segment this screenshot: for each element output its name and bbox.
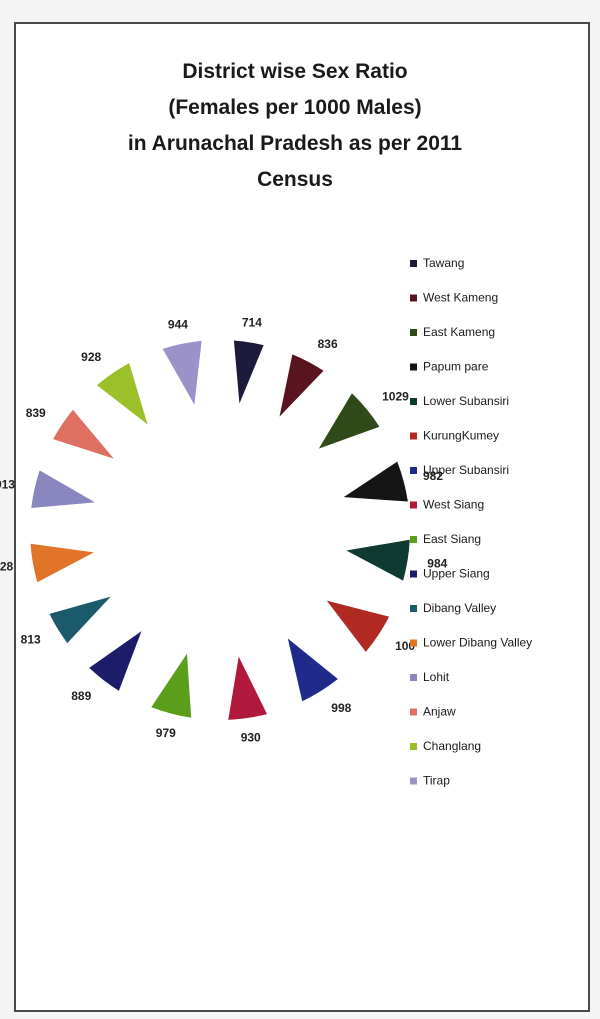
legend-label: Tirap bbox=[423, 774, 450, 788]
pie-slice-papum-pare bbox=[343, 461, 408, 502]
pie-slice-upper-subansiri bbox=[287, 638, 338, 702]
legend-label: East Kameng bbox=[423, 325, 495, 339]
legend-swatch bbox=[410, 363, 417, 371]
legend-swatch bbox=[410, 570, 417, 578]
data-label: 813 bbox=[21, 632, 41, 646]
pie-slice-changlang bbox=[96, 363, 148, 425]
legend-label: East Siang bbox=[423, 532, 481, 546]
data-label: 714 bbox=[242, 315, 262, 329]
legend-swatch bbox=[410, 260, 417, 267]
legend-swatch bbox=[410, 432, 417, 440]
legend-label: Lohit bbox=[423, 670, 450, 684]
legend-label: Changlang bbox=[423, 739, 481, 753]
legend-swatch bbox=[410, 743, 417, 750]
data-label: 982 bbox=[423, 469, 443, 483]
legend-label: Papum pare bbox=[423, 360, 489, 374]
pie-slice-west-kameng bbox=[279, 354, 324, 417]
legend-swatch bbox=[410, 708, 417, 716]
chart-frame bbox=[14, 22, 590, 1012]
chart-title-line-4: Census bbox=[257, 168, 333, 191]
legend-label: KurungKumey bbox=[423, 429, 499, 443]
data-label: 944 bbox=[168, 317, 188, 331]
legend-label: Upper Siang bbox=[423, 567, 490, 581]
data-label: 928 bbox=[0, 560, 14, 574]
chart-title-line-2: (Females per 1000 Males) bbox=[168, 96, 422, 119]
legend: Tawang West Kameng East Kameng Papum pare Lo… bbox=[410, 256, 532, 788]
data-label: 998 bbox=[331, 701, 351, 715]
pie-slice-lower-dibang-valley bbox=[30, 543, 94, 583]
pie-slice-lohit bbox=[31, 470, 96, 508]
chart-title-line-3: in Arunachal Pradesh as per 2011 bbox=[127, 132, 463, 155]
pie-slice-upper-siang bbox=[89, 631, 142, 691]
legend-label: West Siang bbox=[423, 498, 484, 512]
data-label: 984 bbox=[427, 557, 447, 571]
chart-title: District wise Sex Ratio (Females per 100… bbox=[60, 54, 530, 198]
legend-label: West Kameng bbox=[423, 291, 498, 305]
legend-label: Upper Subansiri bbox=[423, 463, 509, 477]
pie-slice-dibang-valley bbox=[49, 596, 111, 644]
pie-slice-tirap bbox=[162, 340, 202, 405]
legend-swatch bbox=[410, 777, 417, 785]
pie-slices bbox=[30, 340, 410, 720]
legend-swatch bbox=[410, 639, 417, 647]
legend-swatch bbox=[410, 398, 417, 405]
data-label: 836 bbox=[318, 337, 338, 351]
data-label: 979 bbox=[156, 726, 176, 740]
pie-slice-east-kameng bbox=[318, 393, 380, 449]
legend-swatch bbox=[410, 467, 417, 474]
data-label: 930 bbox=[241, 731, 261, 745]
data-label: 839 bbox=[26, 406, 46, 420]
legend-label: Lower Subansiri bbox=[423, 394, 509, 408]
pie-slice-west-siang bbox=[228, 656, 268, 720]
legend-swatch bbox=[410, 329, 417, 336]
legend-swatch bbox=[410, 294, 417, 302]
pie-slice-anjaw bbox=[53, 409, 114, 459]
data-labels: 7148361029982984100998930979889813928913… bbox=[0, 315, 448, 744]
data-label: 928 bbox=[81, 350, 101, 364]
pie-slice-kurungkumey bbox=[326, 600, 390, 652]
pie-slice-east-siang bbox=[151, 653, 192, 718]
legend-label: Tawang bbox=[423, 256, 464, 270]
pie-slice-lower-subansiri bbox=[346, 539, 410, 581]
legend-swatch bbox=[410, 674, 417, 681]
pie-slice-tawang bbox=[233, 340, 264, 404]
legend-label: Lower Dibang Valley bbox=[423, 636, 532, 650]
data-label: 1029 bbox=[382, 390, 409, 404]
chart-title-line-1: District wise Sex Ratio bbox=[182, 60, 408, 83]
legend-label: Dibang Valley bbox=[423, 601, 496, 615]
data-label: 913 bbox=[0, 478, 15, 492]
legend-swatch bbox=[410, 536, 417, 543]
legend-swatch bbox=[410, 605, 417, 612]
legend-label: Anjaw bbox=[423, 705, 456, 719]
legend-swatch bbox=[410, 501, 417, 509]
data-label: 889 bbox=[71, 689, 91, 703]
